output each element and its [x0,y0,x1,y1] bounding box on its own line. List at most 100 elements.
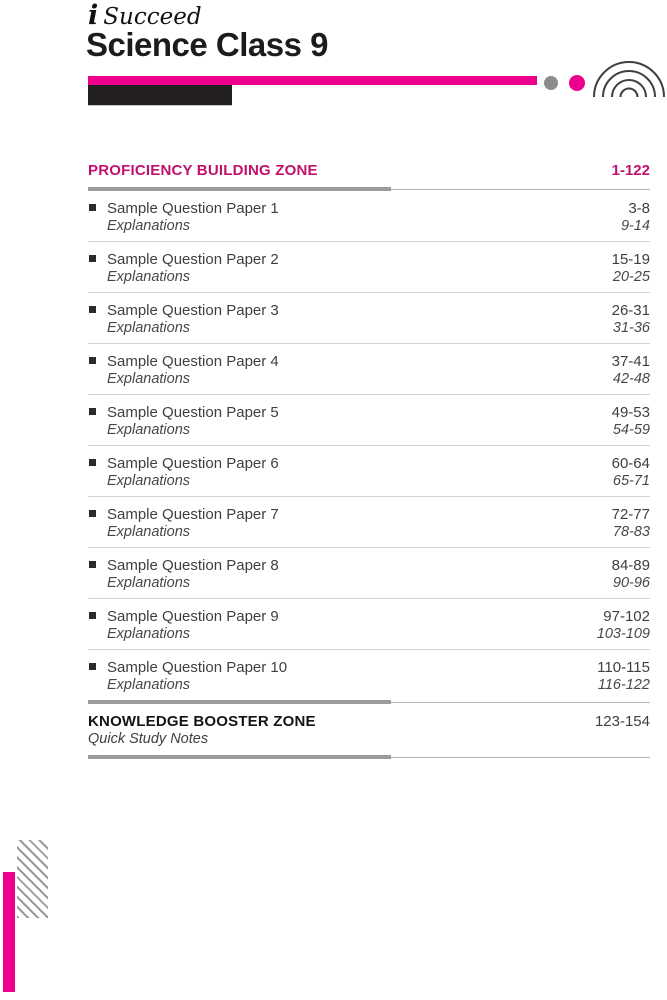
toc-item-sub-row: Explanations 20-25 [88,269,650,285]
toc-item-title-row: Sample Question Paper 1 3-8 [88,200,650,217]
toc-item: Sample Question Paper 3 26-31 Explanatio… [88,293,650,344]
toc-item-sub-row: Explanations 9-14 [88,218,650,234]
toc-item: Sample Question Paper 4 37-41 Explanatio… [88,344,650,395]
toc-item-pages: 110-115 [597,659,650,676]
toc-item-pages: 15-19 [611,251,650,268]
toc-item-title-row: Sample Question Paper 9 97-102 [88,608,650,625]
toc-item-pages: 37-41 [611,353,650,370]
toc-item-sub-pages: 78-83 [612,524,650,540]
toc-item-title: Sample Question Paper 9 [107,608,279,625]
toc-item-subtitle: Explanations [107,218,191,234]
toc-item-pages: 49-53 [611,404,650,421]
toc-item-subtitle: Explanations [107,473,191,489]
toc-item-title: Sample Question Paper 1 [107,200,279,217]
toc-item-subtitle: Explanations [107,371,191,387]
gray-dot-icon [544,76,558,90]
toc-item-pages: 72-77 [611,506,650,523]
section-rule [88,700,650,704]
toc-item-sub-row: Explanations 116-122 [88,677,650,693]
rule-thin-segment [391,701,650,703]
toc-item-title: Sample Question Paper 2 [107,251,279,268]
toc-item-sub-pages: 9-14 [620,218,650,234]
toc-item-title-row: Sample Question Paper 6 60-64 [88,455,650,472]
square-bullet-icon [89,357,96,364]
toc-item: Sample Question Paper 10 110-115 Explana… [88,650,650,700]
zone1-title: PROFICIENCY BUILDING ZONE [88,162,318,179]
square-bullet-icon [89,306,96,313]
section-rule [88,755,650,759]
toc-item-sub-row: Explanations 54-59 [88,422,650,438]
pink-dot-icon [569,75,585,91]
toc-item-title-row: Sample Question Paper 3 26-31 [88,302,650,319]
toc-item-title: Sample Question Paper 5 [107,404,279,421]
toc-item-sub-pages: 90-96 [612,575,650,591]
toc-item-title-row: Sample Question Paper 2 15-19 [88,251,650,268]
rule-thin-segment [391,188,650,190]
toc-list: Sample Question Paper 1 3-8 Explanations… [88,191,650,700]
concentric-arcs-icon [593,61,665,98]
toc-item-pages: 97-102 [603,608,650,625]
toc-item: Sample Question Paper 8 84-89 Explanatio… [88,548,650,599]
toc-item-subtitle: Explanations [107,524,191,540]
page-title: Science Class 9 [86,26,329,63]
toc-item-pages: 60-64 [611,455,650,472]
diagonal-stripes-decoration [17,840,48,918]
toc-item-subtitle: Explanations [107,575,191,591]
toc-item-subtitle: Explanations [107,626,191,642]
brand-logo-i: i [88,0,99,31]
toc-item: Sample Question Paper 7 72-77 Explanatio… [88,497,650,548]
toc-item-title: Sample Question Paper 8 [107,557,279,574]
brand-logo-succeed: Succeed [103,4,202,30]
toc-item-sub-pages: 20-25 [612,269,650,285]
toc-item-sub-row: Explanations 78-83 [88,524,650,540]
square-bullet-icon [89,459,96,466]
table-of-contents: PROFICIENCY BUILDING ZONE 1-122 Sample Q… [88,162,650,759]
rule-thick-segment [88,187,392,191]
toc-item-sub-row: Explanations 103-109 [88,626,650,642]
toc-item-pages: 84-89 [611,557,650,574]
toc-item-title-row: Sample Question Paper 10 110-115 [88,659,650,676]
zone1-page-range: 1-122 [611,162,650,179]
toc-item-sub-pages: 103-109 [596,626,650,642]
zone2-block: KNOWLEDGE BOOSTER ZONE 123-154 Quick Stu… [88,704,650,755]
section-rule [88,187,650,191]
rule-thick-segment [88,700,392,704]
square-bullet-icon [89,204,96,211]
toc-item-sub-row: Explanations 42-48 [88,371,650,387]
toc-item-sub-pages: 31-36 [612,320,650,336]
toc-item-title-row: Sample Question Paper 5 49-53 [88,404,650,421]
brand-logo: i Succeed [88,0,202,31]
square-bullet-icon [89,561,96,568]
toc-item-subtitle: Explanations [107,422,191,438]
toc-item-subtitle: Explanations [107,677,191,693]
toc-item: Sample Question Paper 5 49-53 Explanatio… [88,395,650,446]
zone1-heading-row: PROFICIENCY BUILDING ZONE 1-122 [88,162,650,179]
rule-thin-segment [391,756,650,758]
square-bullet-icon [89,255,96,262]
toc-item-title: Sample Question Paper 7 [107,506,279,523]
toc-item: Sample Question Paper 9 97-102 Explanati… [88,599,650,650]
pink-vertical-bar-decoration [3,872,15,992]
toc-item-subtitle: Explanations [107,320,191,336]
toc-item: Sample Question Paper 1 3-8 Explanations… [88,191,650,242]
square-bullet-icon [89,663,96,670]
toc-item-sub-row: Explanations 90-96 [88,575,650,591]
toc-item: Sample Question Paper 6 60-64 Explanatio… [88,446,650,497]
toc-item-sub-pages: 116-122 [597,677,650,693]
toc-item-sub-row: Explanations 65-71 [88,473,650,489]
toc-item-subtitle: Explanations [107,269,191,285]
zone2-subtitle: Quick Study Notes [88,731,209,747]
toc-item-title-row: Sample Question Paper 4 37-41 [88,353,650,370]
toc-item-title-row: Sample Question Paper 7 72-77 [88,506,650,523]
toc-item-title: Sample Question Paper 4 [107,353,279,370]
toc-item-title: Sample Question Paper 10 [107,659,288,676]
toc-item: Sample Question Paper 2 15-19 Explanatio… [88,242,650,293]
toc-item-title: Sample Question Paper 6 [107,455,279,472]
toc-item-sub-pages: 65-71 [612,473,650,489]
zone2-heading-row: KNOWLEDGE BOOSTER ZONE 123-154 [88,713,650,730]
zone2-title: KNOWLEDGE BOOSTER ZONE [88,713,316,730]
toc-item-title-row: Sample Question Paper 8 84-89 [88,557,650,574]
toc-item-sub-row: Explanations 31-36 [88,320,650,336]
toc-item-sub-pages: 42-48 [612,371,650,387]
zone2-page-range: 123-154 [594,713,650,730]
